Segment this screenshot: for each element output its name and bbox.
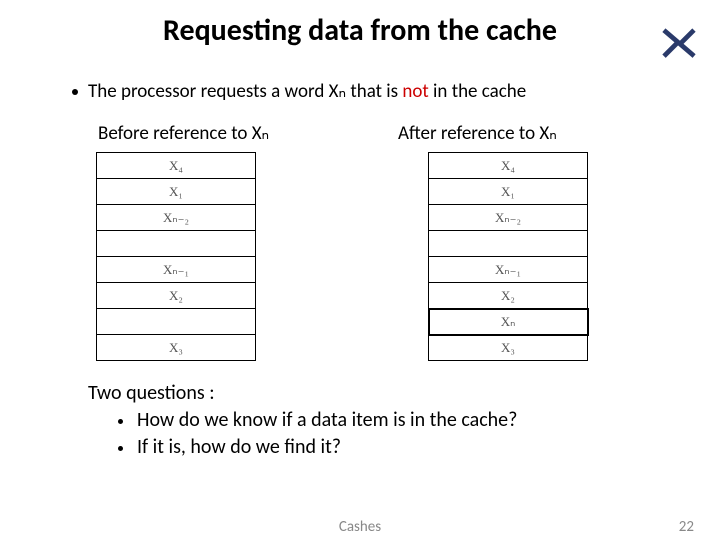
- bullet-icon: [118, 446, 123, 451]
- text: that is: [346, 80, 402, 103]
- cache-cell: [429, 231, 588, 257]
- after-label: After reference to Xₙ: [398, 122, 557, 145]
- cache-cell: Xₙ₋₂: [429, 205, 588, 231]
- cache-cell: X₃: [97, 335, 256, 361]
- question-2: If it is, how do we find it?: [137, 434, 341, 461]
- page-number: 22: [679, 518, 694, 536]
- cache-cell: [97, 309, 256, 335]
- cache-cell: X₄: [429, 153, 588, 179]
- cache-cell: X₂: [429, 283, 588, 309]
- slide-title: Requesting data from the cache: [0, 12, 720, 49]
- cache-table-before: X₄X₁Xₙ₋₂ Xₙ₋₁X₂ X₃: [96, 152, 256, 361]
- footer-label: Cashes: [339, 518, 381, 536]
- before-label: Before reference to Xₙ: [98, 122, 269, 145]
- questions-block: Two questions : How do we know if a data…: [88, 380, 517, 461]
- cache-cell: X₁: [97, 179, 256, 205]
- text: The processor requests a word: [88, 80, 329, 103]
- cache-cell: [97, 231, 256, 257]
- question-1: How do we know if a data item is in the …: [137, 407, 517, 434]
- cache-table-after: X₄X₁Xₙ₋₂ Xₙ₋₁X₂XₙX₃: [428, 152, 588, 361]
- bullet-icon: [72, 89, 78, 95]
- cache-cell: Xₙ: [429, 309, 588, 335]
- cache-cell: Xₙ₋₁: [97, 257, 256, 283]
- word-xn: Xₙ: [329, 80, 346, 103]
- logo: [660, 26, 698, 60]
- cache-cell: Xₙ₋₁: [429, 257, 588, 283]
- questions-heading: Two questions :: [88, 380, 517, 407]
- bullet-icon: [118, 419, 123, 424]
- text: in the cache: [429, 80, 526, 103]
- cache-cell: X₄: [97, 153, 256, 179]
- cache-cell: Xₙ₋₂: [97, 205, 256, 231]
- cache-cell: X₁: [429, 179, 588, 205]
- main-statement: The processor requests a word Xₙ that is…: [72, 80, 526, 103]
- word-not: not: [402, 80, 428, 103]
- cache-cell: X₂: [97, 283, 256, 309]
- cache-cell: X₃: [429, 335, 588, 361]
